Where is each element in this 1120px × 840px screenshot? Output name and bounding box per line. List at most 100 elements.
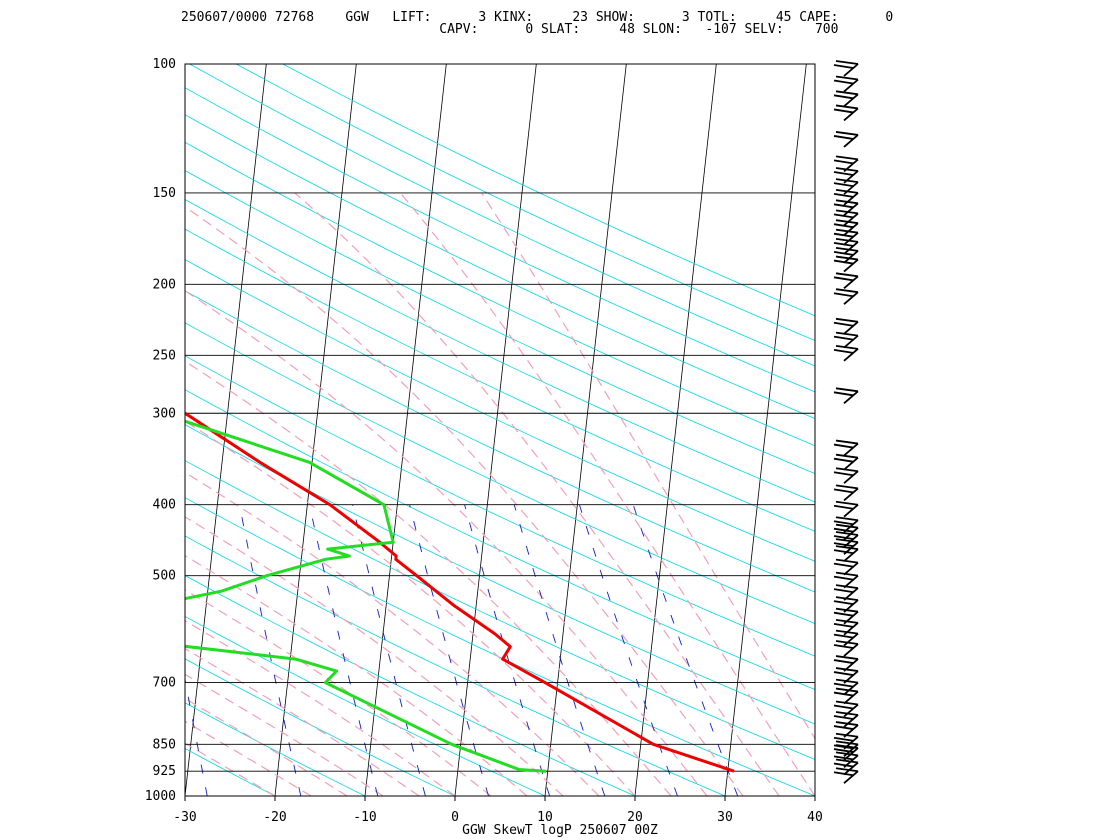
isotherm-line [5,64,86,796]
dry-adiabat-line [189,64,815,367]
wind-barb-shaft [843,670,859,684]
temperature-tick-label: 30 [717,810,733,825]
wind-barb-flag [833,335,854,341]
wind-barb-flag [833,321,854,327]
pressure-tick-label: 300 [153,406,176,421]
wind-barb-flag [833,611,854,617]
isotherm-line [364,64,447,796]
wind-barb-flag [833,108,854,114]
wind-barb-flag [833,725,854,730]
pressure-tick-label: 850 [153,737,176,752]
wind-barb-flag [835,740,859,746]
moist-adiabat-line [185,206,744,796]
wind-barb-shaft [843,107,859,122]
wind-barb [833,255,859,273]
dry-adiabat-line [236,64,815,342]
wind-barb-shaft [843,747,859,761]
temperature-tick-label: 20 [627,810,643,825]
wind-barb-flag [835,344,859,350]
wind-barb-shaft [843,241,859,255]
wind-barb-flag [833,633,854,639]
wind-barb-flag [833,79,854,85]
wind-barb [833,228,859,246]
wind-barb [833,155,859,173]
wind-barb-flag [835,60,859,65]
wind-barb-shaft [843,348,859,362]
wind-barb-flag [835,516,859,522]
wind-barb [833,558,859,576]
moist-adiabat-line [185,471,600,796]
wind-barb-shaft [843,93,859,107]
moist-adiabat-line [481,192,815,740]
wind-barb-shaft [843,541,859,555]
pressure-tick-label: 500 [153,569,176,584]
wind-barb-shaft [843,470,859,484]
wind-barb-flag [835,545,859,551]
wind-barb-flag [833,744,854,750]
wind-barb-flag [833,549,854,555]
wind-barb-flag [833,232,854,238]
wind-barb-shaft [843,202,859,217]
wind-barb-flag [833,575,854,581]
wind-barb-flag [833,223,854,229]
wind-barb-flag [833,542,854,548]
wind-barb [833,317,859,335]
wind-barb [833,467,859,484]
wind-barb-flag [835,758,859,764]
wind-barb [833,700,859,718]
wind-barb-flag [833,471,854,477]
isotherm-line [905,64,986,796]
wind-barb [833,545,859,562]
moist-adiabat-line [185,516,564,796]
dry-adiabat-line [185,615,546,796]
wind-barb-flag [835,155,859,161]
isotherm-line [544,64,627,796]
dry-adiabat-line [185,702,366,796]
dry-adiabat-line [185,87,815,393]
wind-barb-flag [835,317,859,323]
wind-barb-flag [835,439,859,445]
wind-barb-flag [833,622,854,628]
wind-barb-flag [835,467,859,473]
wind-barb-shaft [843,690,859,705]
wind-barb-flag [833,292,854,298]
plot-frame [184,63,816,797]
wind-barb-shaft [843,714,859,728]
wind-barb [833,331,859,349]
moist-adiabat-line [185,742,276,796]
wind-barb-flag [833,259,854,265]
wind-barb-shaft [843,527,859,541]
wind-barb-shaft [843,724,859,738]
dry-adiabat-line [185,497,815,796]
moist-adiabat-line [185,589,492,796]
wind-barb [833,288,859,305]
wind-barb-flag [833,600,854,606]
wind-barb-shaft [843,632,859,647]
wind-barb-flag [833,704,854,710]
wind-barb-flag [833,135,854,140]
wind-barb-flag [835,387,859,393]
wind-barb-shaft [843,134,859,148]
wind-barb-shaft [843,275,859,289]
wind-barb [833,523,859,541]
wind-barb-flag [833,771,854,777]
wind-barb-flag [835,655,859,660]
wind-barb-flag [833,182,854,188]
isotherm-line [454,64,537,796]
wind-barb-flag [835,584,859,590]
wind-barb-flag [835,453,859,459]
wind-barb [833,272,859,289]
pressure-tick-label: 200 [153,277,176,292]
wind-barb [833,131,859,148]
wind-barb-flag [835,131,859,136]
wind-barb-flag [833,193,854,198]
temperature-tick-label: -20 [263,810,286,825]
wind-barb-flag [835,767,859,773]
moist-adiabat-line [185,290,708,796]
wind-barb-shaft [843,181,859,195]
mixing-ratio-line [513,504,606,796]
temperature-tick-label: -30 [173,810,196,825]
wind-barb-shaft [843,754,859,769]
wind-barb-shaft [843,291,859,305]
